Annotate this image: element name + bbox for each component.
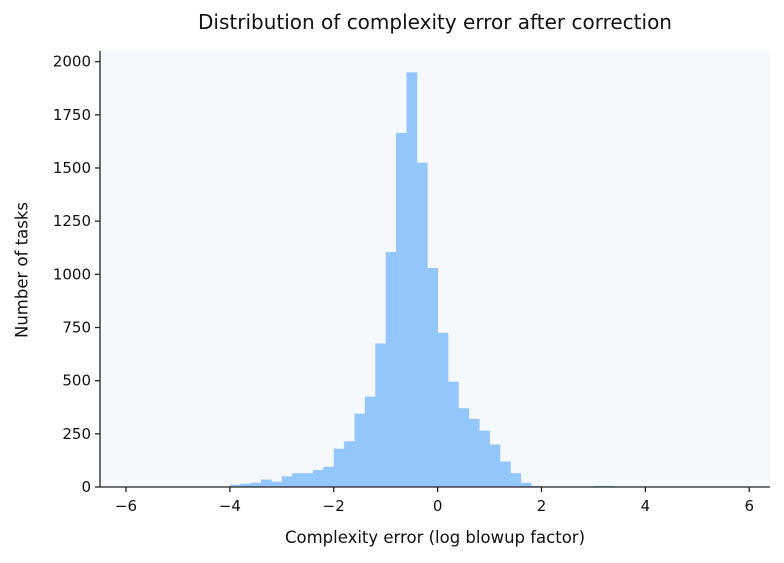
- x-tick-label: 0: [433, 497, 443, 515]
- histogram-bar: [229, 484, 241, 487]
- histogram-bar: [271, 481, 283, 487]
- histogram-bar: [510, 473, 522, 487]
- x-tick-label: 4: [641, 497, 651, 515]
- histogram-bar: [447, 381, 459, 487]
- axes-group: [99, 51, 770, 488]
- histogram-bar: [396, 132, 407, 487]
- histogram-bar: [261, 479, 272, 487]
- y-tick-label: 1250: [53, 212, 91, 230]
- histogram-bar: [468, 418, 480, 487]
- y-tick-label: 750: [62, 318, 91, 336]
- histogram-bar: [499, 461, 511, 487]
- x-tick-label: 2: [537, 497, 547, 515]
- x-axis-label: Complexity error (log blowup factor): [284, 528, 586, 547]
- x-tick-label: 6: [744, 497, 754, 515]
- y-tick-label: 1750: [53, 106, 91, 124]
- histogram-bar: [312, 469, 324, 487]
- histogram-bar: [344, 441, 355, 487]
- histogram-bar: [333, 448, 345, 487]
- histogram-bar: [240, 483, 252, 487]
- histogram-bar: [250, 482, 262, 487]
- histogram-bar: [323, 466, 335, 487]
- histogram-bar: [302, 473, 314, 487]
- histogram-bar: [375, 343, 387, 487]
- histogram-bar: [364, 396, 376, 487]
- histogram-bar: [489, 444, 501, 487]
- histogram-bar: [292, 473, 303, 487]
- chart-title: Distribution of complexity error after c…: [198, 10, 672, 34]
- y-tick-label: 2000: [53, 53, 91, 71]
- y-tick-label: 1000: [53, 265, 91, 283]
- histogram-bar: [385, 251, 397, 487]
- histogram-bar: [354, 413, 366, 487]
- x-tick-label: −4: [219, 497, 241, 515]
- histogram-bar: [479, 430, 490, 487]
- x-tick-label: −2: [323, 497, 345, 515]
- y-tick-label: 500: [62, 372, 91, 390]
- histogram-bar: [458, 408, 470, 487]
- histogram-bar: [406, 72, 418, 487]
- y-tick-label: 0: [81, 478, 91, 496]
- y-tick-label: 250: [62, 425, 91, 443]
- y-tick-label: 1500: [53, 159, 91, 177]
- histogram-bar: [416, 162, 428, 487]
- y-ticks-group: 0 250 500 750 1000 1250 1500 1750 2000: [53, 53, 100, 496]
- x-ticks-group: −6 −4 −2 0 2 4 6: [115, 487, 754, 515]
- histogram-bar: [427, 267, 438, 487]
- x-tick-label: −6: [115, 497, 137, 515]
- histogram-bar: [520, 482, 532, 487]
- histogram-bar: [281, 476, 293, 487]
- histogram-bar: [437, 332, 449, 487]
